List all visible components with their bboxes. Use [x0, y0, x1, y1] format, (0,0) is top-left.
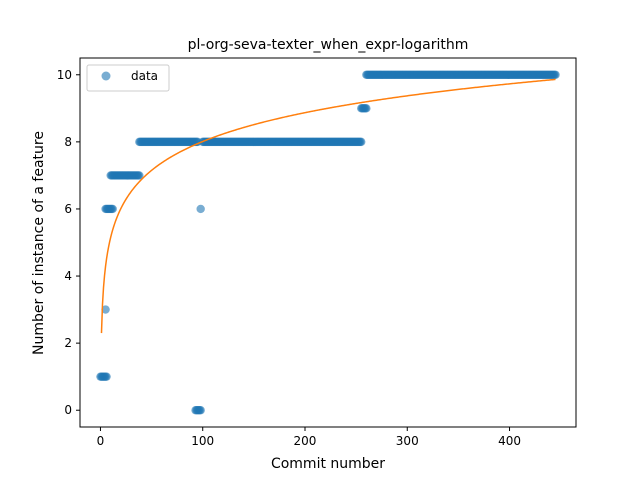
data-point	[102, 372, 111, 381]
data-point	[108, 204, 117, 214]
data-point	[357, 137, 366, 147]
y-tick-label: 2	[64, 336, 72, 350]
legend-label-data: data	[131, 69, 158, 83]
y-axis-ticks: 0 2 4 6 8 10	[57, 68, 80, 417]
y-tick-label: 10	[57, 68, 72, 82]
y-tick-label: 4	[64, 269, 72, 283]
x-axis-label: Commit number	[271, 456, 385, 472]
data-point	[196, 406, 205, 415]
x-tick-label: 400	[498, 434, 521, 448]
data-point	[196, 204, 205, 214]
chart-title: pl-org-seva-texter_when_expr-logarithm	[188, 37, 469, 53]
legend-marker-data	[101, 71, 111, 81]
y-tick-label: 0	[64, 403, 72, 417]
data-point	[551, 70, 560, 79]
x-tick-label: 100	[191, 434, 214, 448]
data-point	[101, 305, 110, 314]
plot-frame	[79, 57, 577, 428]
y-tick-label: 8	[64, 135, 72, 149]
legend: data	[86, 64, 170, 92]
plot-area	[96, 70, 560, 415]
x-tick-label: 300	[396, 434, 419, 448]
fit-curve	[100, 78, 556, 334]
x-tick-label: 200	[294, 434, 317, 448]
x-tick-label: 0	[97, 434, 105, 448]
x-axis-ticks: 0 100 200 300 400	[97, 427, 521, 448]
data-point	[362, 104, 371, 113]
data-point	[135, 171, 144, 180]
y-axis-label: Number of instance of a feature	[31, 131, 47, 355]
legend-box	[86, 64, 170, 92]
y-tick-label: 6	[64, 202, 72, 216]
